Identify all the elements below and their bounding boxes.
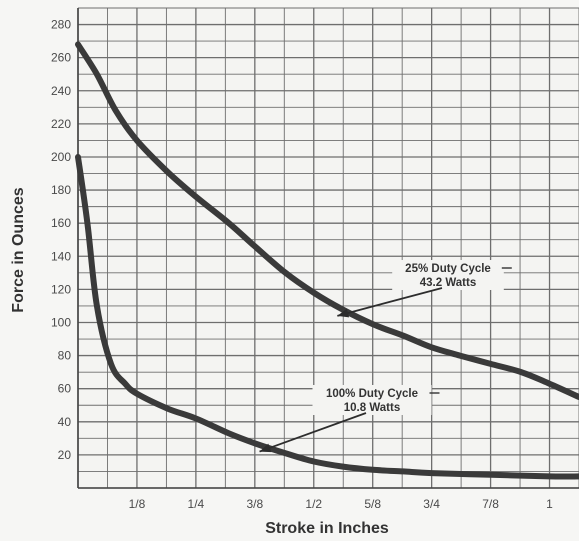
y-tick-label: 20: [58, 448, 72, 462]
arrowhead-icon: [337, 308, 350, 318]
y-axis-ticks: 20 40 60 80 100 120 140 160 180 200 220 240 260 280: [51, 18, 71, 462]
x-tick-label: 5/8: [364, 497, 381, 511]
series-line-2: [75, 154, 579, 480]
y-tick-label: 260: [51, 51, 71, 65]
annotation-label: 25% Duty Cycle: [405, 263, 491, 275]
annotation-arrow: [337, 287, 443, 317]
x-tick-label: 1/2: [305, 497, 322, 511]
y-tick-label: 280: [51, 18, 71, 32]
annotation-bg: [392, 260, 504, 290]
x-tick-label: 1/8: [129, 497, 146, 511]
x-tick-label: 3/8: [246, 497, 263, 511]
y-tick-label: 120: [51, 282, 71, 296]
series-lines: [75, 41, 579, 480]
annotation-arrow: [259, 412, 367, 453]
y-tick-label: 40: [58, 415, 72, 429]
x-tick-label: 1: [546, 497, 553, 511]
y-tick-label: 200: [51, 150, 71, 164]
y-tick-label: 100: [51, 315, 71, 329]
y-tick-label: 80: [58, 349, 72, 363]
x-tick-label: 1/4: [188, 497, 205, 511]
y-tick-label: 140: [51, 249, 71, 263]
annotation-2: 100% Duty Cycle 10.8 Watts: [259, 385, 440, 453]
annotation-sublabel: 43.2 Watts: [420, 277, 476, 289]
grid: [77, 7, 579, 489]
y-axis-title: Force in Ounces: [10, 187, 27, 312]
x-tick-label: 3/4: [423, 497, 440, 511]
arrowhead-icon: [259, 443, 272, 453]
y-tick-label: 240: [51, 84, 71, 98]
x-tick-label: 7/8: [482, 497, 499, 511]
annotation-bg: [312, 385, 432, 415]
y-tick-label: 180: [51, 183, 71, 197]
y-tick-label: 160: [51, 216, 71, 230]
x-axis-ticks: 1/8 1/4 3/8 1/2 5/8 3/4 7/8 1: [129, 497, 554, 511]
annotation-label: 100% Duty Cycle: [326, 388, 418, 400]
y-tick-label: 220: [51, 117, 71, 131]
plot-area: [78, 8, 579, 488]
y-tick-label: 60: [58, 382, 72, 396]
series-line-1: [75, 41, 579, 400]
x-axis-title: Stroke in Inches: [265, 520, 389, 537]
annotation-sublabel: 10.8 Watts: [344, 402, 400, 414]
annotation-1: 25% Duty Cycle 43.2 Watts: [337, 260, 512, 318]
